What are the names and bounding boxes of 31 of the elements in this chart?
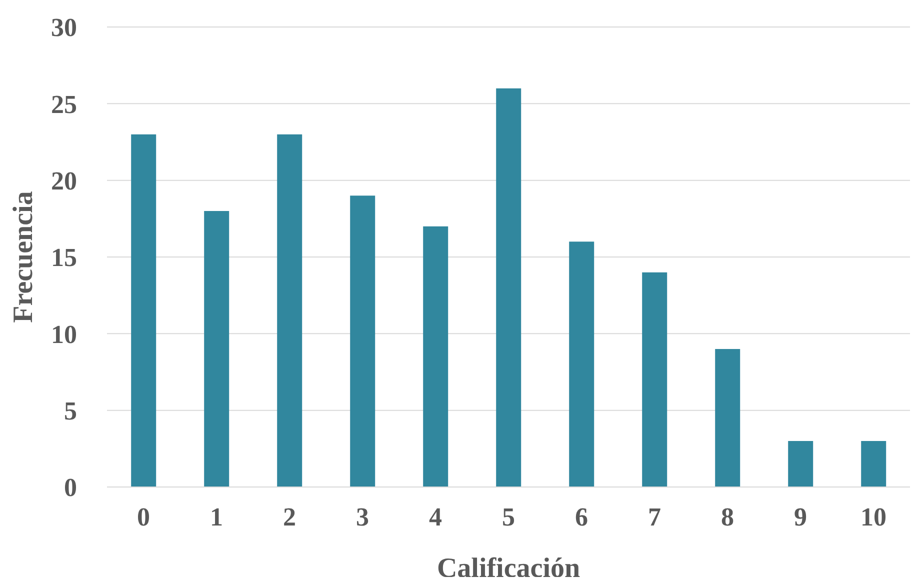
bar — [204, 211, 230, 487]
x-tick-label: 2 — [283, 502, 296, 532]
y-tick-label: 25 — [51, 90, 77, 119]
bar — [861, 441, 886, 487]
y-axis-title: Frecuencia — [8, 191, 39, 323]
x-tick-label: 4 — [429, 502, 442, 532]
bar — [788, 441, 814, 487]
y-tick-label: 30 — [51, 13, 77, 42]
x-tick-label: 0 — [137, 502, 150, 532]
x-axis-title: Calificación — [436, 553, 580, 584]
x-tick-label: 8 — [721, 502, 734, 532]
bar — [569, 242, 594, 487]
y-tick-label: 15 — [51, 243, 77, 272]
x-tick-label: 3 — [356, 502, 369, 532]
bar — [350, 196, 376, 487]
bar — [423, 226, 448, 487]
x-tick-label: 9 — [794, 502, 807, 532]
bar — [277, 134, 302, 487]
x-tick-label: 7 — [648, 502, 661, 532]
bar — [642, 272, 668, 487]
y-tick-label: 20 — [51, 166, 77, 196]
x-tick-label: 1 — [210, 502, 223, 532]
x-tick-label: 6 — [575, 502, 588, 532]
bar — [496, 88, 522, 487]
bar — [131, 134, 156, 487]
y-tick-label: 0 — [64, 473, 77, 502]
x-tick-label: 10 — [860, 502, 886, 532]
y-tick-label: 5 — [64, 396, 77, 426]
y-tick-label: 10 — [51, 320, 77, 349]
x-tick-label: 5 — [502, 502, 515, 532]
bar — [715, 349, 740, 487]
